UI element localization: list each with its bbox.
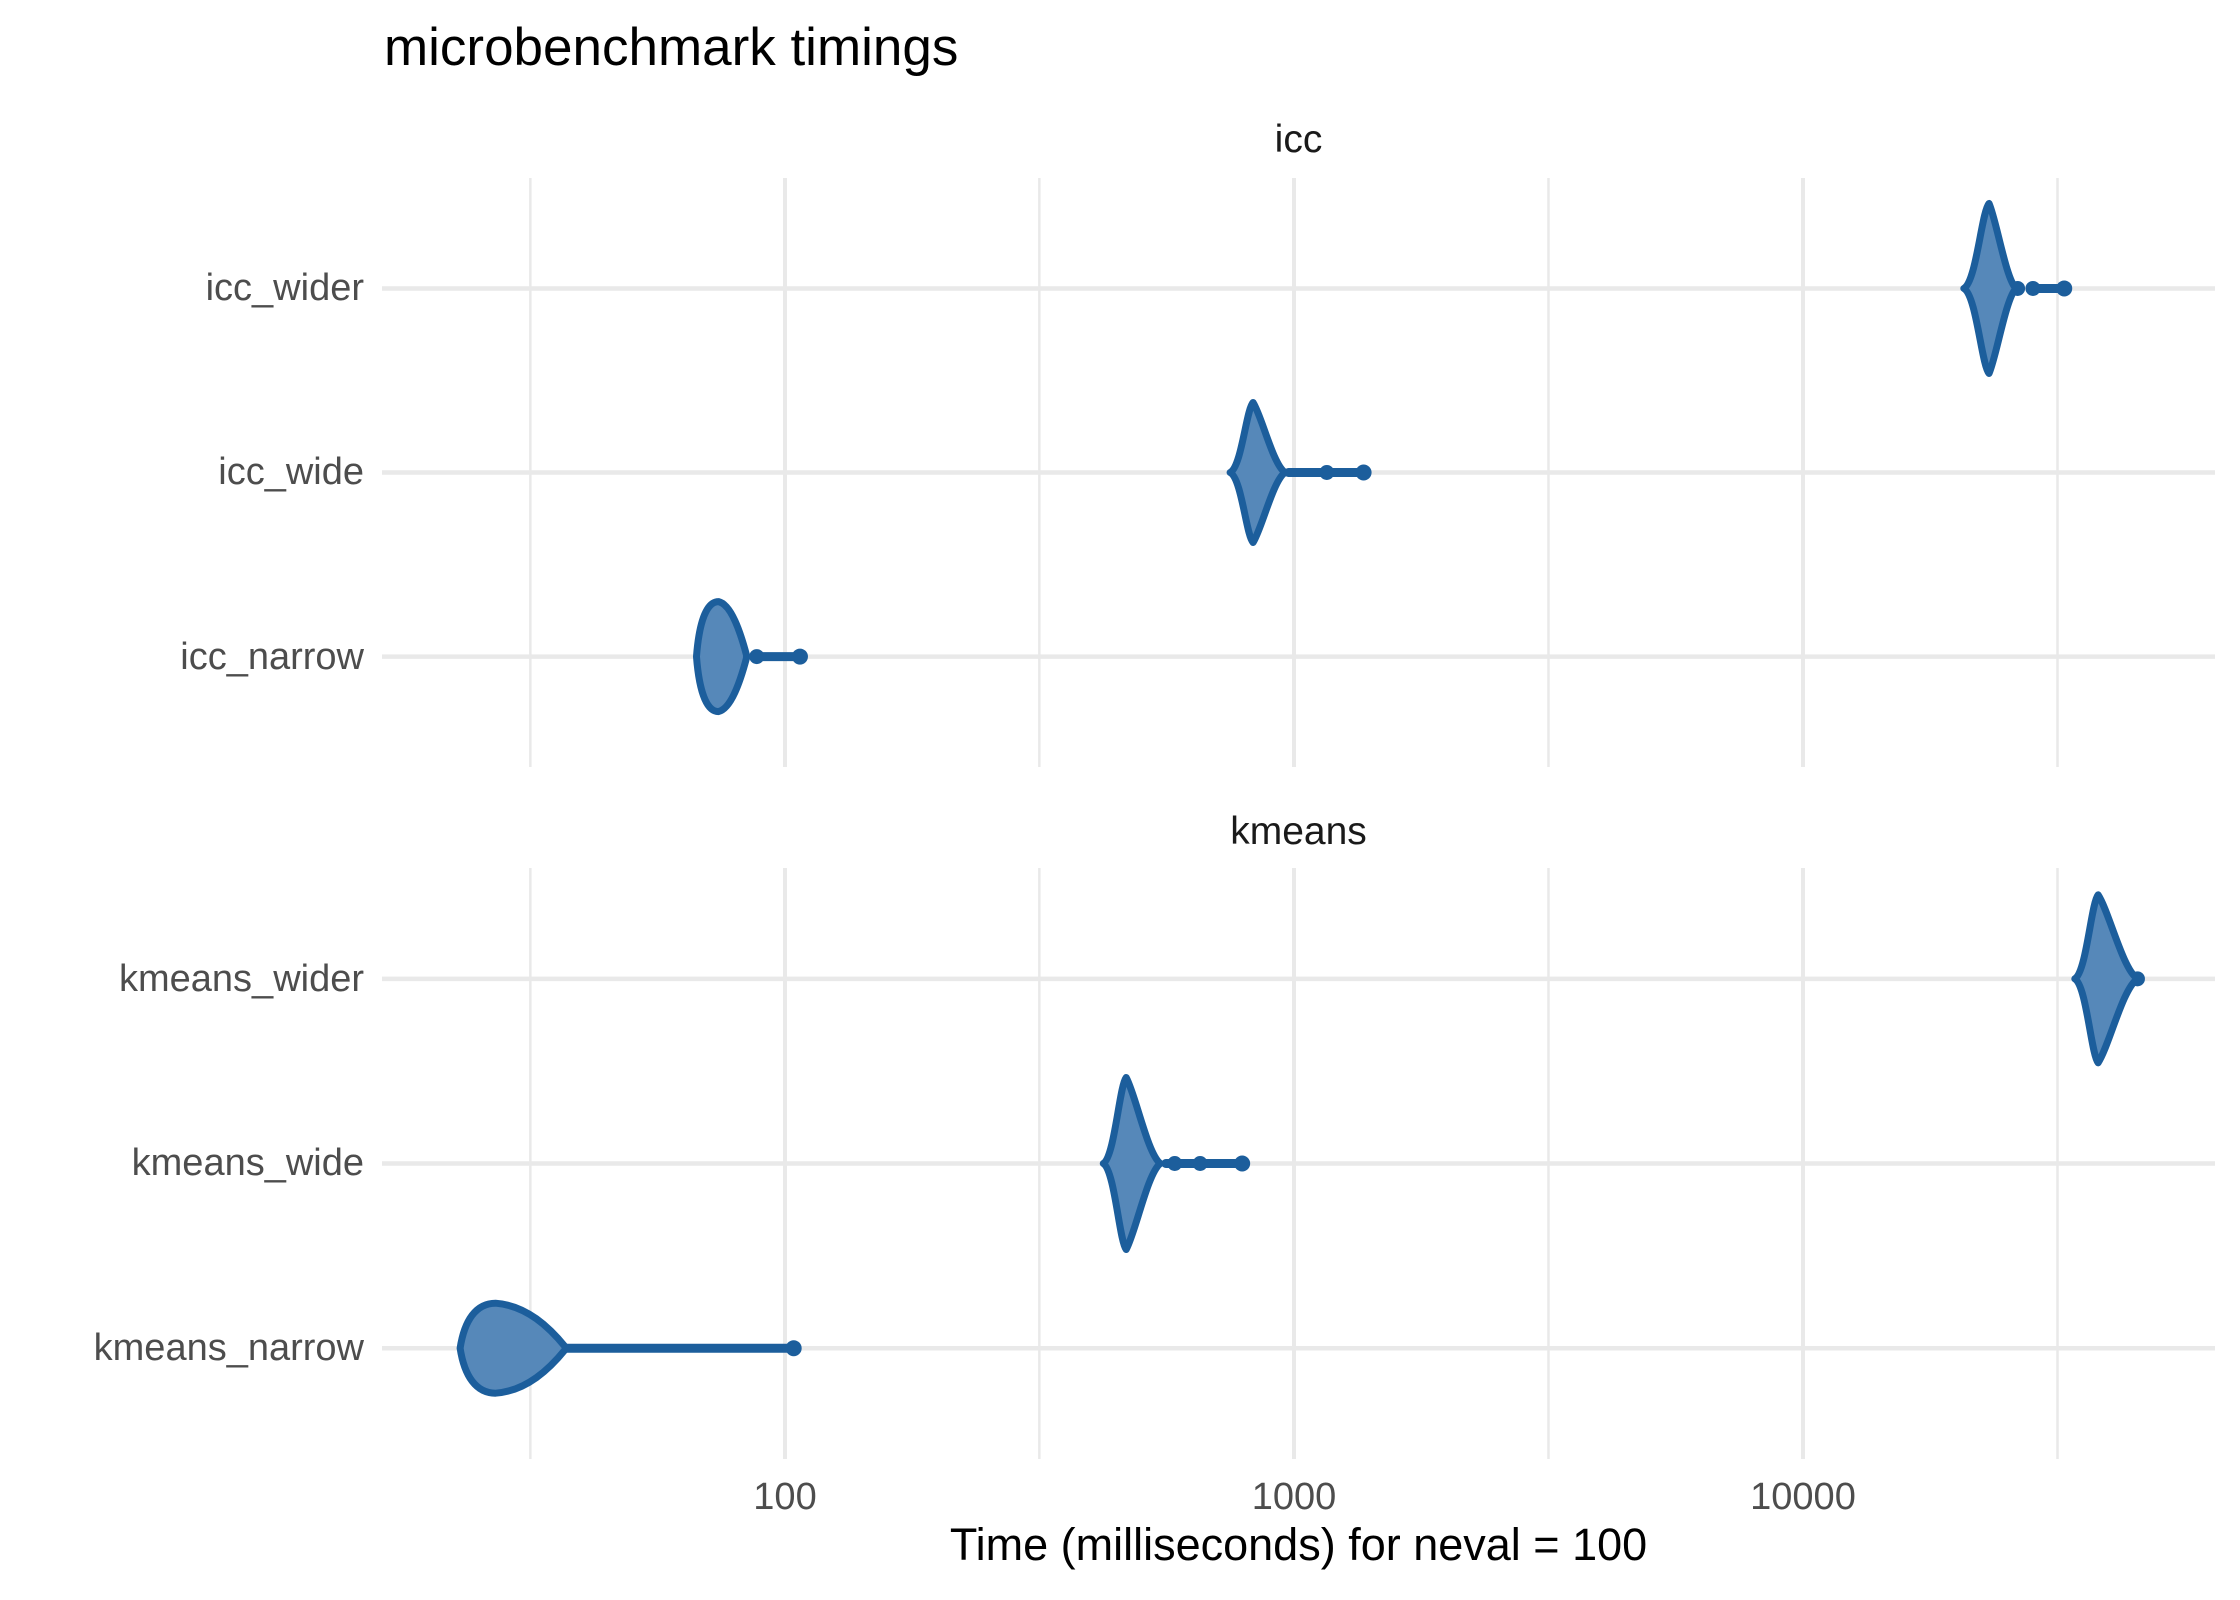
outlier-point-icc_narrow <box>749 649 765 665</box>
y-axis-label-kmeans-wide: kmeans_wide <box>131 1142 364 1184</box>
outlier-point-icc_wider <box>2025 280 2041 296</box>
tail-end-point-kmeans_narrow <box>785 1340 802 1357</box>
tail-end-point-icc_narrow <box>791 648 808 665</box>
violin-icc_wider <box>1960 199 2020 377</box>
violin-kmeans_wider <box>2071 891 2141 1067</box>
violin-kmeans_wide <box>1099 1074 1164 1253</box>
x-axis-tick-1000: 1000 <box>1251 1476 1337 1518</box>
x-axis-tick-10000: 10000 <box>1750 1476 1856 1518</box>
violin-icc_wide <box>1226 399 1289 546</box>
y-axis-label-kmeans-narrow: kmeans_narrow <box>93 1327 364 1369</box>
outlier-point-icc_wide <box>1319 465 1335 480</box>
x-axis-tick-100: 100 <box>753 1476 817 1518</box>
outlier-point-kmeans_wide <box>1192 1156 1208 1171</box>
tail-end-point-icc_wide <box>1355 464 1372 481</box>
facet-strip-kmeans: kmeans <box>1230 810 1367 853</box>
outlier-point-kmeans_wide <box>1167 1156 1183 1171</box>
facet-strip-icc: icc <box>1274 118 1323 161</box>
y-axis-label-kmeans-wider: kmeans_wider <box>119 958 364 1000</box>
y-axis-label-icc-narrow: icc_narrow <box>180 636 364 678</box>
violin-kmeans_narrow <box>456 1299 569 1397</box>
violin-icc_narrow <box>692 598 750 716</box>
x-axis-title: Time (milliseconds) for neval = 100 <box>949 1519 1648 1570</box>
tail-end-point-icc_wider <box>2056 280 2073 297</box>
y-axis-label-icc-wider: icc_wider <box>205 267 364 309</box>
chart-title: microbenchmark timings <box>384 18 959 77</box>
tail-end-point-kmeans_wide <box>1234 1155 1251 1172</box>
y-axis-label-icc-wide: icc_wide <box>218 451 364 493</box>
